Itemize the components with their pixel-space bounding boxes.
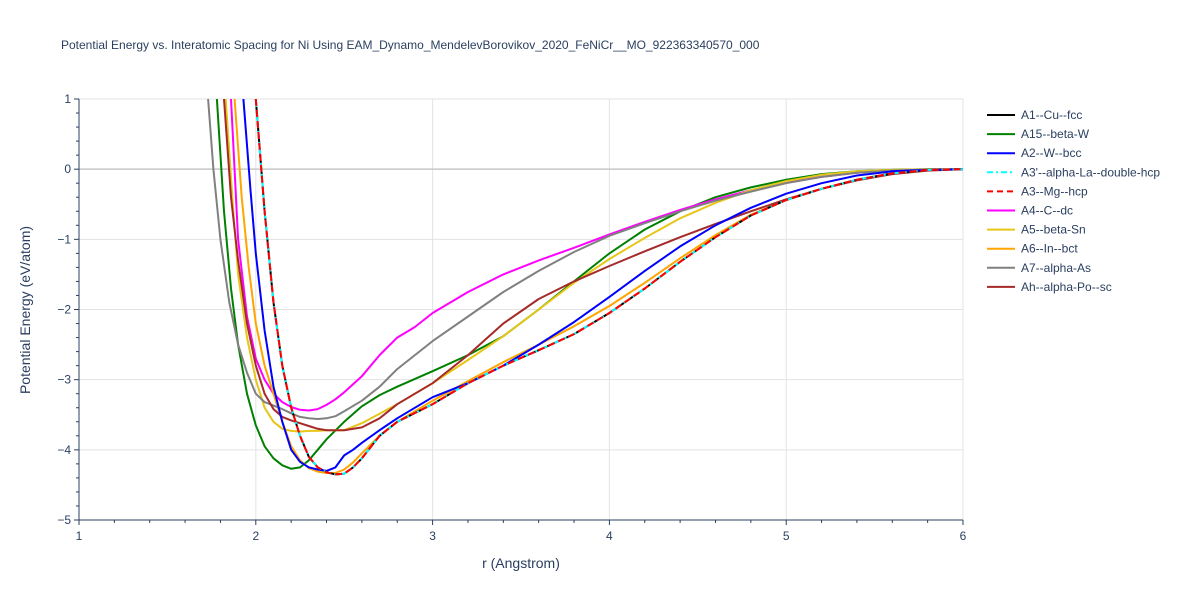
axes <box>74 98 964 525</box>
legend-label: A6--In--bct <box>1021 242 1078 256</box>
legend-item-a3-mg-hcp[interactable]: A3--Mg--hcp <box>987 184 1088 198</box>
legend-label: A5--beta-Sn <box>1021 223 1086 237</box>
series-line-a3-mg-hcp <box>254 99 963 476</box>
legend-label: A2--W--bcc <box>1021 146 1081 160</box>
legend: A1--Cu--fcc A15--beta-W A2--W--bcc A3'--alp… <box>987 108 1160 294</box>
chart-title: Potential Energy vs. Interatomic Spacing… <box>61 38 760 52</box>
legend-label: A3--Mg--hcp <box>1021 184 1088 198</box>
y-tick-label: −4 <box>57 443 71 457</box>
legend-label: A15--beta-W <box>1021 127 1090 141</box>
y-tick-label: −5 <box>57 513 71 527</box>
y-tick-label: −1 <box>57 232 71 246</box>
legend-item-a1-cu-fcc[interactable]: A1--Cu--fcc <box>987 108 1082 122</box>
legend-label: Ah--alpha-Po--sc <box>1021 280 1112 294</box>
series-line-a7-alpha-as <box>207 99 963 420</box>
series-line-ah-alpha-po-sc <box>223 99 963 432</box>
y-tick-label: 1 <box>64 92 71 106</box>
legend-item-a3-alpha-la-double-hcp[interactable]: A3'--alpha-La--double-hcp <box>987 165 1160 179</box>
legend-item-a15-beta-w[interactable]: A15--beta-W <box>987 127 1090 141</box>
y-tick-label: −2 <box>57 303 71 317</box>
legend-label: A7--alpha-As <box>1021 261 1091 275</box>
x-tick-label: 5 <box>783 529 790 543</box>
series-line-a2-w-bcc <box>242 99 963 472</box>
series-line-a6-in-bct <box>233 99 963 474</box>
x-axis-title: r (Angstrom) <box>482 555 560 571</box>
legend-item-a6-in-bct[interactable]: A6--In--bct <box>987 242 1078 256</box>
y-tick-label: 0 <box>64 162 71 176</box>
series-lines <box>207 99 963 476</box>
x-tick-label: 4 <box>606 529 613 543</box>
legend-label: A4--C--dc <box>1021 204 1073 218</box>
legend-item-a7-alpha-as[interactable]: A7--alpha-As <box>987 261 1091 275</box>
x-tick-label: 3 <box>429 529 436 543</box>
grid-lines <box>79 98 964 520</box>
y-tick-labels: 1 0 −1 −2 −3 −4 −5 <box>57 92 71 527</box>
x-tick-label: 1 <box>76 529 83 543</box>
legend-item-a5-beta-sn[interactable]: A5--beta-Sn <box>987 223 1086 237</box>
y-tick-label: −3 <box>57 373 71 387</box>
legend-item-a4-c-dc[interactable]: A4--C--dc <box>987 204 1073 218</box>
x-tick-labels: 1 2 3 4 5 6 <box>76 529 967 543</box>
legend-label: A3'--alpha-La--double-hcp <box>1021 165 1160 179</box>
series-line-a4-c-dc <box>230 99 963 412</box>
x-tick-label: 2 <box>252 529 259 543</box>
x-tick-label: 6 <box>960 529 967 543</box>
y-axis-title: Potential Energy (eV/atom) <box>17 226 33 394</box>
legend-item-a2-w-bcc[interactable]: A2--W--bcc <box>987 146 1081 160</box>
series-line-a15-beta-w <box>215 99 963 470</box>
legend-label: A1--Cu--fcc <box>1021 108 1082 122</box>
legend-item-ah-alpha-po-sc[interactable]: Ah--alpha-Po--sc <box>987 280 1112 294</box>
